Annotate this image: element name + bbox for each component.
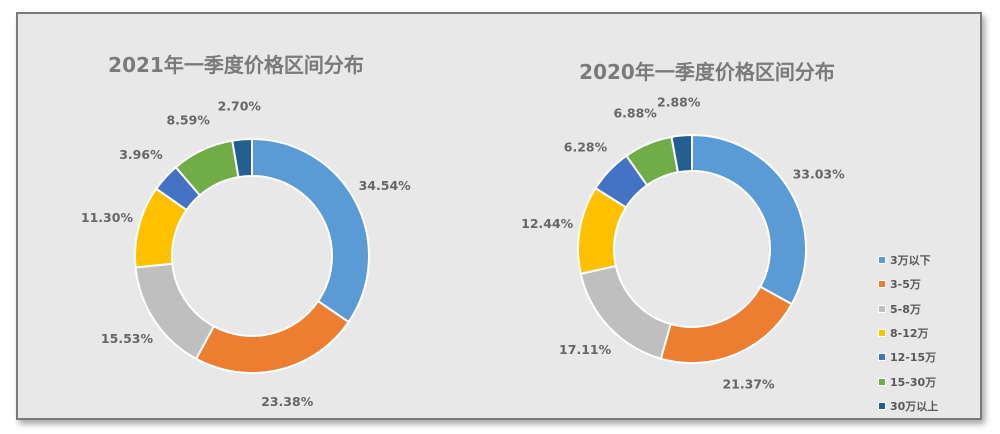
chart-title-2020: 2020年一季度价格区间分布 [579,60,835,84]
legend-swatch [878,304,886,313]
donut-slice [659,285,794,364]
data-label: 8.59% [166,112,210,127]
legend-label: 8-12万 [890,327,929,341]
legend-label: 15-30万 [890,375,937,389]
donut-chart-2021: 34.54% 23.38% 15.53% 11.30% 3.96% 8.59% 2.70% [81,99,411,409]
donut-slice [194,299,350,374]
donut-chart-2020: 33.03% 21.37% 17.11% 12.44% 6.28% 6.88%2.88% [521,95,845,392]
data-label: 21.37% [722,377,775,392]
donut-slice [251,137,370,324]
legend-item: 30万以上 [878,394,938,418]
legend-item: 8-12万 [878,321,938,345]
legend-item: 3-5万 [878,272,938,296]
donut-slice [670,133,693,174]
data-label: 11.30% [81,210,134,225]
legend-label: 3万以下 [890,254,931,268]
donut-slice [231,137,253,179]
legend-item: 3万以下 [878,248,938,272]
data-label: 23.38% [261,394,314,409]
data-label: 17.11% [559,342,612,357]
chart-title-2021: 2021年一季度价格区间分布 [108,53,364,77]
data-label: 33.03% [793,166,846,181]
legend-label: 30万以上 [890,399,939,413]
data-label: 6.28% [564,140,608,155]
data-label: 15.53% [101,331,154,346]
legend-item: 15-30万 [878,369,938,393]
donut-slice [691,133,807,306]
legend-label: 12-15万 [890,351,937,365]
data-label: 2.88% [657,95,701,110]
data-label: 34.54% [359,178,412,193]
legend-item: 5-8万 [878,297,938,321]
legend-label: 5-8万 [890,302,921,316]
data-label: 6.88% [613,105,657,120]
legend-swatch [878,401,886,410]
legend-label: 3-5万 [890,278,921,292]
legend-swatch [878,353,886,362]
legend: 3万以下 3-5万 5-8万 8-12万 12-15万 15-30万 30万以上 [878,248,938,418]
data-label: 3.96% [119,147,163,162]
legend-swatch [878,256,886,265]
data-label: 12.44% [521,216,574,231]
legend-swatch [878,377,886,386]
legend-item: 12-15万 [878,345,938,369]
data-label: 2.70% [218,99,262,114]
legend-swatch [878,329,886,338]
legend-swatch [878,280,886,289]
